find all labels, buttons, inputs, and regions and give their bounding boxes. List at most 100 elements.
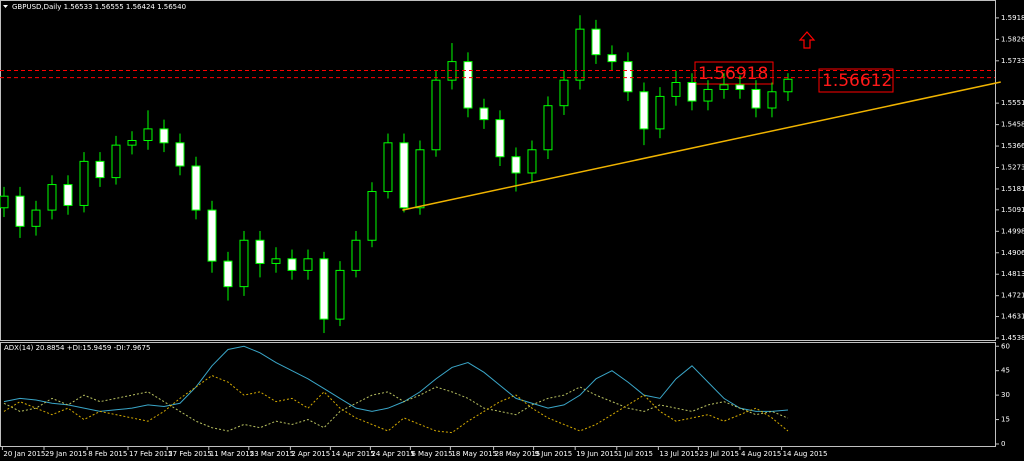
x-tick-label: 11 Mar 2015 [210,450,254,458]
y-tick-label: 1.51810 [1001,185,1024,193]
candle-body [47,184,57,211]
candle-body [559,79,569,107]
indicator-line [3,386,789,432]
candle-body [687,81,697,102]
candle-body [191,165,201,211]
y-tick-label: 1.57335 [1001,57,1024,65]
candle-body [143,128,153,141]
y-tick-label: 1.59185 [1001,14,1024,22]
indicator-title: ADX(14) 20.8854 +DI:15.9459 -DI:7.9675 [4,344,150,352]
y-tick-label: 1.55510 [1001,99,1024,107]
y-tick-label: 1.48135 [1001,270,1024,278]
candle-body [159,128,169,144]
x-tick-label: 29 Jan 2015 [45,450,87,458]
candle-body [415,149,425,209]
main-panel-frame [0,0,996,341]
y-tick-label: 1.45385 [1001,334,1024,342]
candle-body [271,258,281,264]
candle-body [623,61,633,93]
x-tick-label: 20 Jan 2015 [3,450,45,458]
y-tick-label: 1.49060 [1001,249,1024,257]
candle-body [79,160,89,206]
title-marker [3,5,8,8]
x-tick-label: 24 Apr 2015 [371,450,414,458]
x-tick-label: 19 Jun 2015 [576,450,618,458]
x-tick-label: 8 Feb 2015 [88,450,127,458]
chart-title: GBPUSD,Daily 1.56533 1.56555 1.56424 1.5… [12,3,186,11]
level-label-box [818,68,894,93]
candle-body [671,81,681,97]
y-tick-label: 1.50910 [1001,206,1024,214]
candle-body [431,79,441,151]
candle-body [639,91,649,130]
candle-body [399,142,409,209]
trend-line [402,81,1001,211]
y-tick-label: 1.58260 [1001,35,1024,43]
candle-body [527,149,537,174]
candle-body [367,191,377,241]
candle-body [175,142,185,167]
candle-body [767,91,777,109]
level-label: 1.56612 [822,71,892,91]
candle-body [655,95,665,130]
y-tick-label: 30 [1001,391,1010,399]
candle-body [479,107,489,121]
candle-body [351,239,361,271]
x-tick-label: 6 May 2015 [411,450,452,458]
x-tick-label: 14 Aug 2015 [783,450,828,458]
x-tick-label: 4 Aug 2015 [741,450,781,458]
candle-body [703,88,713,102]
up-arrow [798,31,816,49]
candle-body [319,258,329,320]
x-tick-label: 1 Jul 2015 [618,450,653,458]
y-tick-label: 1.52735 [1001,164,1024,172]
candle-body [591,28,601,56]
candle-body [127,139,137,146]
x-tick-label: 23 Mar 2015 [250,450,294,458]
candle-body [511,156,521,174]
y-tick-label: 0 [1001,440,1005,448]
indicator-line [3,345,789,412]
candle-body [95,160,105,179]
level-label-box [694,61,774,85]
x-tick-label: 18 May 2015 [451,450,497,458]
candle-body [255,239,265,264]
indicator-line [3,375,789,434]
level-label: 1.56918 [698,64,768,84]
x-tick-label: 17 Feb 2015 [129,450,173,458]
candle-body [383,142,393,193]
x-tick-label: 23 Jul 2015 [699,450,739,458]
x-tick-label: 2 Apr 2015 [291,450,330,458]
candle-body [0,195,9,209]
adx-panel-frame [0,342,996,447]
candle-body [575,28,585,81]
x-tick-label: 14 Apr 2015 [331,450,374,458]
candle-body [207,209,217,262]
candle-body [335,269,345,320]
y-tick-label: 1.47210 [1001,292,1024,300]
candle-body [303,258,313,271]
candle-body [607,54,617,63]
candle-body [783,78,793,93]
y-tick-label: 60 [1001,342,1010,350]
y-tick-label: 1.54585 [1001,121,1024,129]
x-tick-label: 28 May 2015 [495,450,541,458]
candle-body [463,61,473,109]
candle-body [223,260,233,288]
candle-body [543,105,553,151]
candle-body [751,88,761,109]
candle-body [719,84,729,90]
candle-body [495,119,505,158]
x-tick-label: 13 Jul 2015 [659,450,699,458]
candle-body [63,184,73,206]
candle-body [287,258,297,271]
candle-body [111,144,121,179]
x-tick-label: 27 Feb 2015 [168,450,212,458]
candle-body [31,209,41,227]
candle-body [735,84,745,90]
y-tick-label: 15 [1001,416,1010,424]
x-tick-label: 9 Jun 2015 [535,450,573,458]
candle-body [239,239,249,288]
